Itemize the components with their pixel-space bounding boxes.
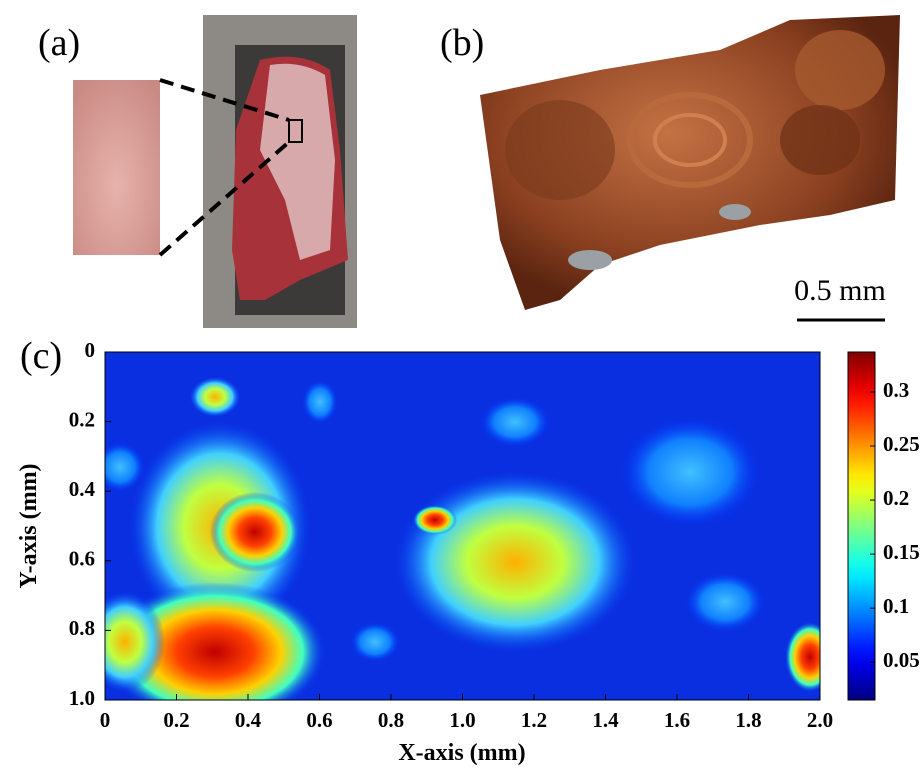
x-tick-label: 0.8 bbox=[378, 708, 404, 732]
x-axis-title: X-axis (mm) bbox=[398, 740, 525, 766]
y-axis-title: Y-axis (mm) bbox=[16, 463, 42, 588]
y-tick-label: 0.6 bbox=[69, 547, 95, 571]
y-tick-label: 0.8 bbox=[69, 616, 95, 640]
heatmap bbox=[85, 352, 835, 722]
y-tick-label: 0 bbox=[85, 338, 96, 362]
colorbar-tick-label: 0.05 bbox=[883, 648, 920, 672]
y-tick-label: 0.4 bbox=[69, 477, 96, 501]
inset-photo bbox=[73, 80, 160, 255]
x-tick-label: 1.4 bbox=[592, 708, 619, 732]
colorbar-tick-label: 0.25 bbox=[883, 432, 920, 456]
x-tick-label: 1.6 bbox=[664, 708, 690, 732]
panel-label: (a) bbox=[38, 22, 80, 64]
panel-label: (b) bbox=[440, 22, 484, 64]
colorbar-tick-label: 0.3 bbox=[883, 378, 909, 402]
x-tick-label: 1.2 bbox=[521, 708, 547, 732]
x-tick-label: 2.0 bbox=[807, 708, 833, 732]
y-tick-label: 1.0 bbox=[69, 686, 95, 710]
x-tick-label: 1.8 bbox=[735, 708, 761, 732]
volume-render bbox=[480, 15, 900, 310]
colorbar-tick-label: 0.1 bbox=[883, 594, 909, 618]
colorbar bbox=[848, 352, 875, 700]
x-tick-label: 1.0 bbox=[449, 708, 475, 732]
x-tick-label: 0 bbox=[100, 708, 111, 732]
scale-bar-label: 0.5 mm bbox=[794, 274, 886, 307]
y-tick-label: 0.2 bbox=[69, 407, 95, 431]
colorbar-tick-label: 0.2 bbox=[883, 486, 909, 510]
x-tick-label: 0.2 bbox=[163, 708, 189, 732]
colorbar-tick-label: 0.15 bbox=[883, 540, 920, 564]
x-tick-label: 0.4 bbox=[235, 708, 262, 732]
x-tick-label: 0.6 bbox=[306, 708, 332, 732]
panel-label: (c) bbox=[20, 335, 62, 377]
figure: (a) (b) 0.5 mm (c) bbox=[0, 0, 922, 779]
